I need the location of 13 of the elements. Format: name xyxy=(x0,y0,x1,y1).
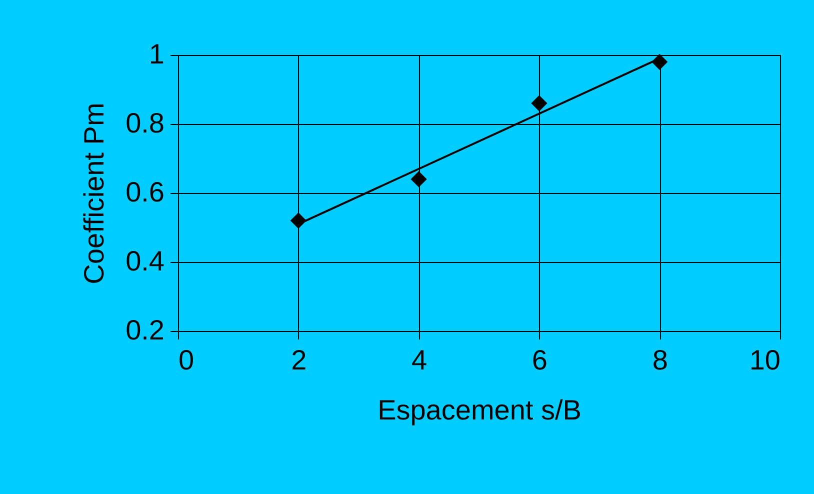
y-tick-label: 0.2 xyxy=(126,314,164,346)
y-tick-label: 0.4 xyxy=(126,246,164,276)
x-tick-label: 6 xyxy=(532,344,548,376)
x-tick-label: 8 xyxy=(652,344,668,376)
x-tick-label: 4 xyxy=(412,344,428,376)
y-tick-label: 0.8 xyxy=(126,108,164,138)
x-tick-label: 10 xyxy=(749,344,780,376)
x-tick-label: 0 xyxy=(178,344,194,376)
x-tick-label: 2 xyxy=(291,344,307,376)
y-tick-label: 1 xyxy=(148,38,164,70)
x-axis-title: Espacement s/B xyxy=(378,394,582,426)
y-tick-label: 0.6 xyxy=(126,176,164,208)
y-axis-title: Coefficient Pm xyxy=(78,102,110,284)
